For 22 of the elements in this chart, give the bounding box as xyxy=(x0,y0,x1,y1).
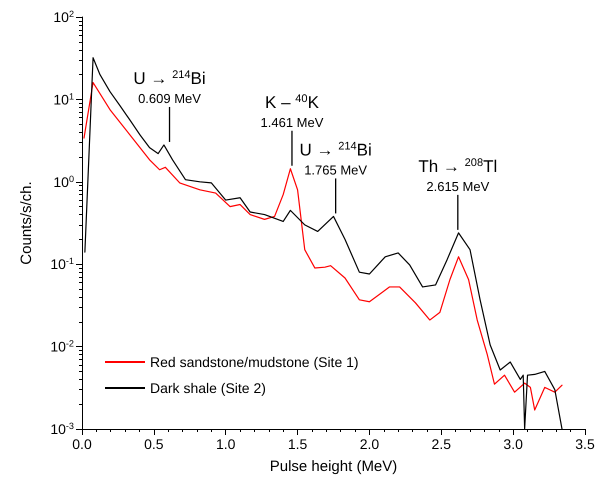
y-axis-title: Counts/s/ch. xyxy=(18,181,35,265)
y-tick-label: 10$^{-2}$ xyxy=(50,338,74,355)
annotation: U → $^{214}$Bi 0.609 MeV xyxy=(133,68,206,106)
legend-label: Red sandstone/mudstone (Site 1) xyxy=(150,354,359,370)
x-tick-label: 3.5 xyxy=(575,436,595,452)
y-tick-label: 10$^{-1}$ xyxy=(50,256,74,272)
x-tick-label: 0.0 xyxy=(72,436,92,452)
annotation: Th → $^{208}$Tl 2.615 MeV xyxy=(418,156,498,194)
annotation: U → $^{214}$Bi 1.765 MeV xyxy=(300,140,372,178)
x-tick-label: 1.0 xyxy=(216,436,236,452)
y-tick-label: 10$^{-3}$ xyxy=(50,421,74,437)
y-tick-label: 10$^{1}$ xyxy=(53,91,74,108)
x-tick-label: 2.5 xyxy=(432,436,452,452)
x-tick-label: 1.5 xyxy=(288,436,308,452)
x-axis-title: Pulse height (MeV) xyxy=(270,458,398,475)
y-tick-label: 10$^{2}$ xyxy=(53,9,74,25)
x-tick-label: 2.0 xyxy=(360,436,380,452)
x-tick-label: 0.5 xyxy=(144,436,164,452)
y-tick-label: 10$^{0}$ xyxy=(53,174,74,190)
x-tick-label: 3.0 xyxy=(503,436,524,452)
annotation: K – $^{40}$K 1.461 MeV xyxy=(260,92,324,130)
legend-label: Dark shale (Site 2) xyxy=(150,380,266,396)
